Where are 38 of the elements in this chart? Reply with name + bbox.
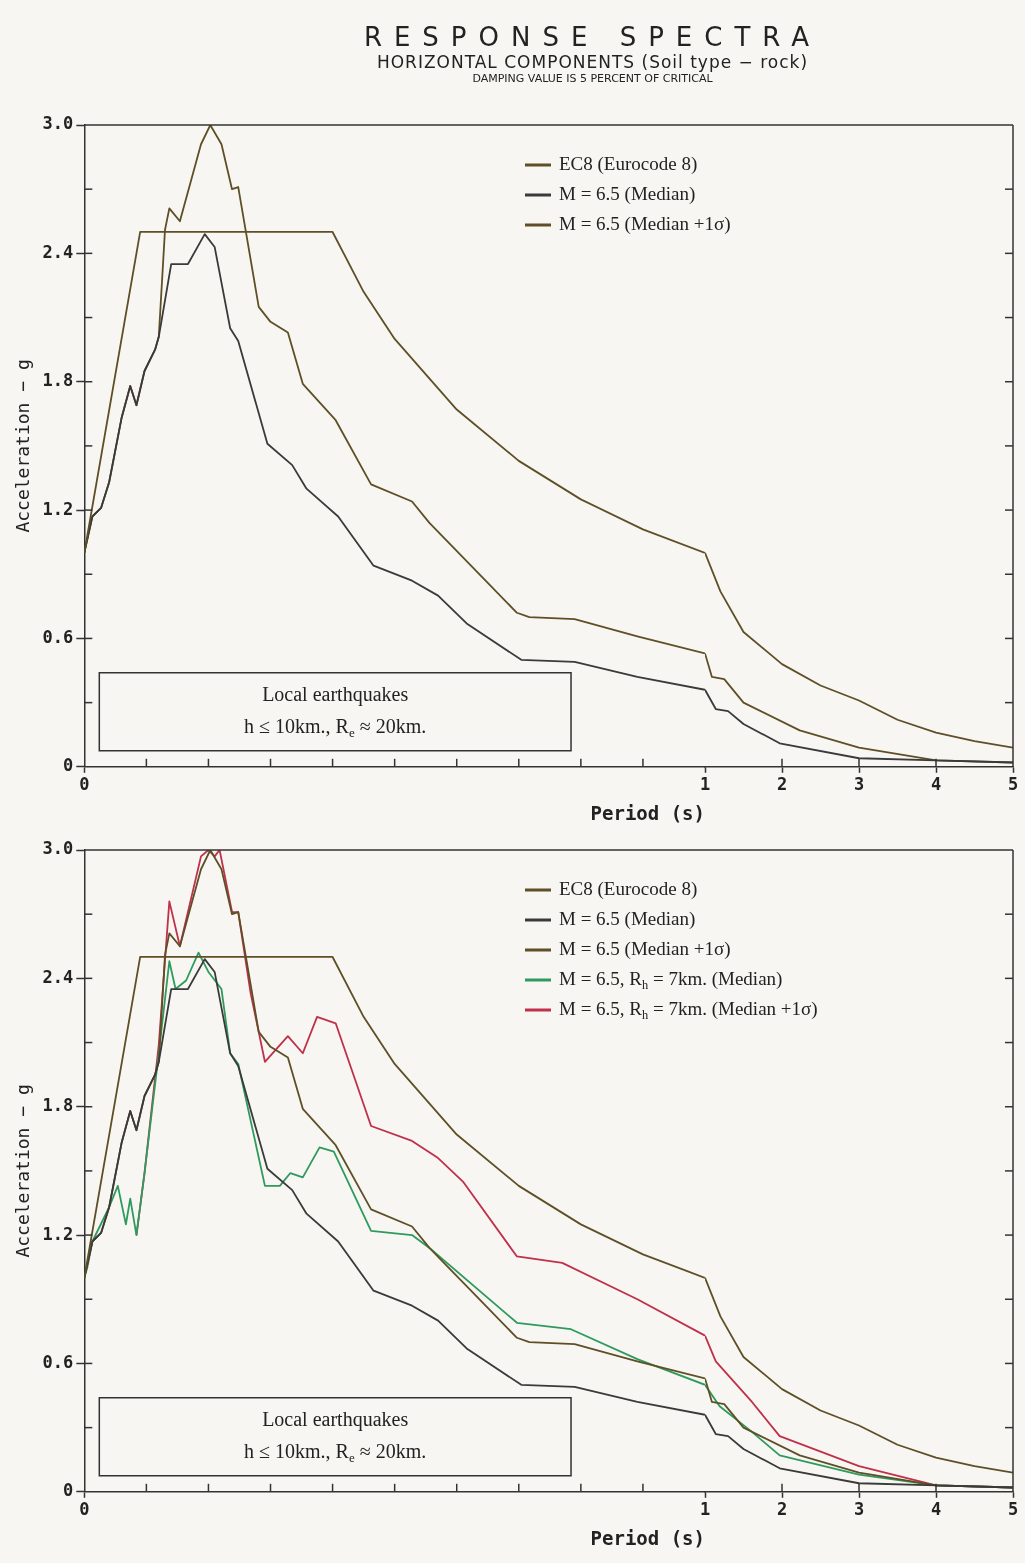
chart-title: RESPONSE SPECTRA xyxy=(362,22,823,52)
x-tick-label: 5 xyxy=(1007,774,1019,795)
x-axis-title: Period (s) xyxy=(590,1526,705,1549)
legend-label: EC8 (Eurocode 8) xyxy=(559,877,698,900)
chart-subtitle: HORIZONTAL COMPONENTS (Soil type − rock) DAMPING VALUE IS 5 PERCENT OF CRITICAL xyxy=(375,52,810,85)
y-tick-label: 2.4 xyxy=(42,966,74,987)
x-tick-label: 3 xyxy=(853,1499,865,1520)
x-tick-label: 5 xyxy=(1007,1499,1019,1520)
legend-label: M = 6.5 (Median +1σ) xyxy=(559,212,731,235)
x-tick-label: 4 xyxy=(930,774,942,795)
x-tick-label: 4 xyxy=(930,1499,942,1520)
y-axis-title: Acceleration − g xyxy=(12,1084,34,1258)
x-tick-label: 0 xyxy=(79,1499,90,1520)
legend-label: M = 6.5 (Median) xyxy=(559,907,696,930)
y-tick-label: 1.2 xyxy=(42,498,74,519)
annotation: Local earthquakes xyxy=(262,683,409,707)
x-tick-label: 0 xyxy=(79,774,90,795)
y-tick-label: 0.6 xyxy=(42,1351,74,1372)
y-tick-label: 1.2 xyxy=(42,1223,74,1244)
legend-label: EC8 (Eurocode 8) xyxy=(559,152,698,175)
y-tick-label: 0 xyxy=(63,1480,74,1501)
y-tick-label: 1.8 xyxy=(42,370,74,391)
legend-label: M = 6.5 (Median) xyxy=(559,182,696,205)
x-tick-label: 1 xyxy=(699,774,711,795)
annotation: Local earthquakes xyxy=(262,1408,409,1432)
y-tick-label: 3.0 xyxy=(42,838,74,859)
x-tick-label: 2 xyxy=(776,774,788,795)
y-tick-label: 0 xyxy=(63,755,74,776)
y-tick-label: 1.8 xyxy=(42,1095,74,1116)
x-tick-label: 2 xyxy=(776,1499,788,1520)
y-tick-label: 3.0 xyxy=(42,113,74,134)
x-tick-label: 3 xyxy=(853,774,865,795)
legend-label: M = 6.5 (Median +1σ) xyxy=(559,937,731,960)
y-tick-label: 2.4 xyxy=(42,241,74,262)
y-axis-title: Acceleration − g xyxy=(12,359,34,533)
y-tick-label: 0.6 xyxy=(42,626,74,647)
x-tick-label: 1 xyxy=(699,1499,711,1520)
x-axis-title: Period (s) xyxy=(590,801,705,824)
